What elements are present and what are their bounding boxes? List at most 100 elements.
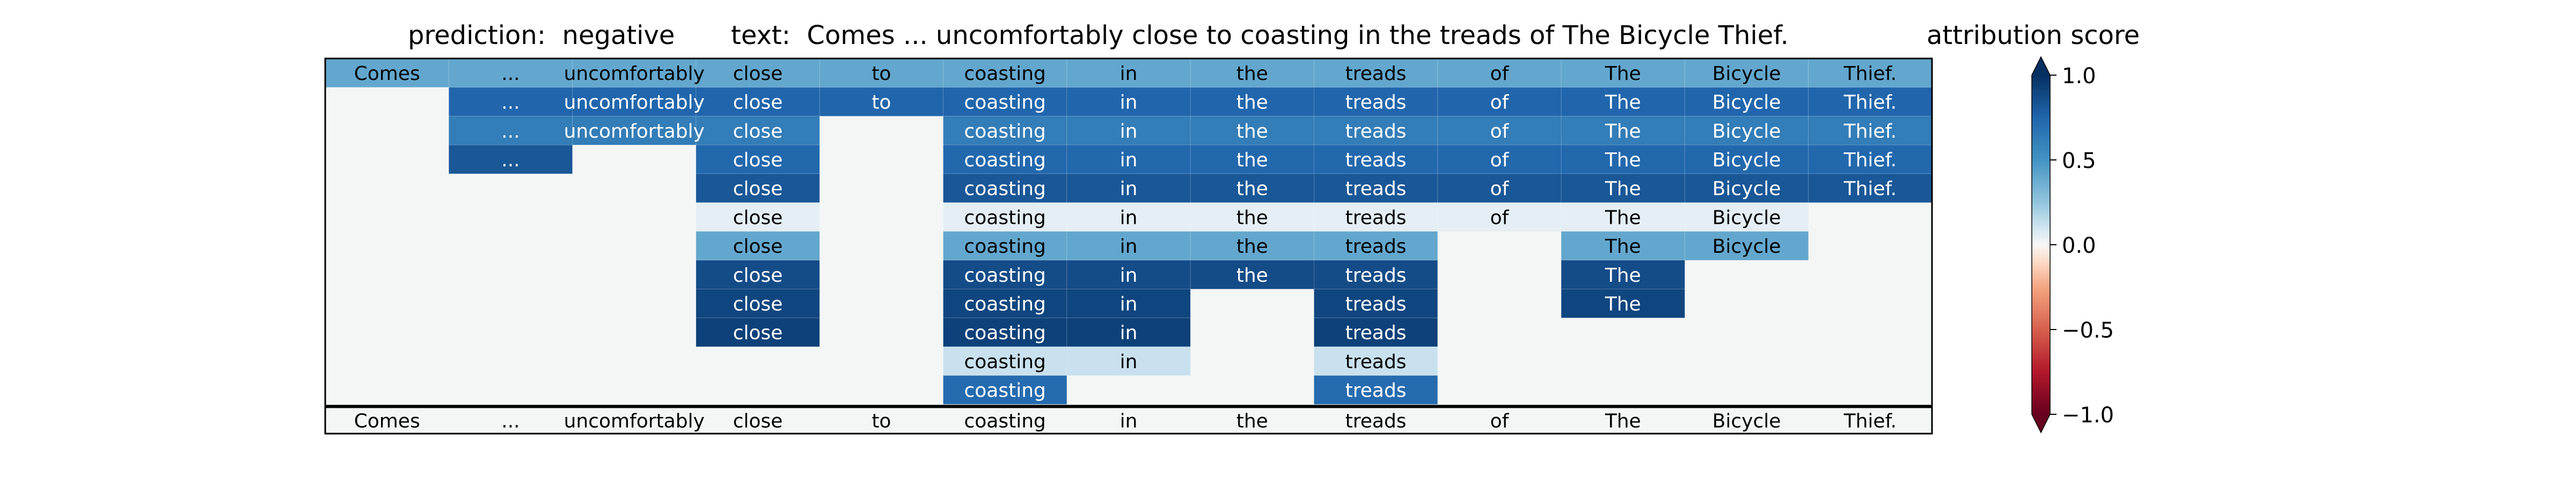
- colorbar-segment: [2032, 87, 2050, 89]
- colorbar-segment: [2032, 177, 2050, 179]
- colorbar-segment: [2032, 202, 2050, 204]
- heatmap-cell: [696, 202, 820, 232]
- colorbar-segment: [2032, 178, 2050, 181]
- cell-token-label: Comes: [354, 63, 420, 85]
- colorbar-segment: [2032, 239, 2050, 242]
- colorbar-segment: [2032, 212, 2050, 215]
- heatmap-cell: [1066, 289, 1191, 318]
- colorbar-segment: [2032, 82, 2050, 84]
- heatmap-cell: [572, 87, 697, 116]
- heatmap-cell: [1561, 289, 1685, 318]
- token-row-background: [325, 407, 1932, 434]
- colorbar-segment: [2032, 360, 2050, 362]
- colorbar-segment: [2032, 268, 2050, 270]
- cell-token-label: Thief.: [1843, 178, 1897, 200]
- heatmap-cell: [1561, 87, 1685, 116]
- heatmap-cell: [696, 58, 820, 88]
- colorbar-segment: [2032, 199, 2050, 201]
- cell-token-label: in: [1120, 236, 1138, 258]
- heatmap-cell: [1684, 202, 1809, 232]
- heatmap-cell: [1313, 173, 1438, 203]
- colorbar-segment: [2032, 349, 2050, 352]
- colorbar-segment: [2032, 83, 2050, 86]
- heatmap-cell: [943, 144, 1067, 174]
- colorbar-segment: [2032, 115, 2050, 118]
- heatmap-cell: [696, 317, 820, 347]
- colorbar-segment: [2032, 187, 2050, 189]
- cell-token-label: treads: [1345, 351, 1407, 373]
- colorbar-segment: [2032, 267, 2050, 269]
- cell-token-label: The: [1605, 293, 1641, 315]
- colorbar-segment: [2032, 287, 2050, 289]
- cell-token-label: The: [1605, 63, 1641, 85]
- cell-token-label: in: [1120, 120, 1138, 142]
- cell-token-label: treads: [1345, 265, 1407, 287]
- colorbar-segment: [2032, 275, 2050, 277]
- heatmap-cell: [1313, 231, 1438, 261]
- colorbar-segment: [2032, 385, 2050, 388]
- colorbar-segment: [2032, 402, 2050, 405]
- colorbar-segment: [2032, 326, 2050, 328]
- colorbar-segment: [2032, 399, 2050, 401]
- colorbar-segment: [2032, 352, 2050, 354]
- colorbar-segment: [2032, 412, 2050, 415]
- colorbar-segment: [2032, 304, 2050, 306]
- colorbar-segment: [2032, 257, 2050, 259]
- colorbar-segment: [2032, 163, 2050, 166]
- cell-token-label: coasting: [964, 92, 1045, 114]
- colorbar-segment: [2032, 343, 2050, 346]
- colorbar-segment: [2032, 277, 2050, 279]
- colorbar-segment: [2032, 151, 2050, 153]
- colorbar-segment: [2032, 77, 2050, 79]
- heatmap-cell: [943, 346, 1067, 376]
- prediction-label: prediction:: [408, 20, 546, 50]
- colorbar-segment: [2032, 333, 2050, 335]
- cell-token-label: Thief.: [1843, 120, 1897, 142]
- heatmap-cell: [696, 231, 820, 261]
- cell-token-label: ...: [501, 92, 519, 114]
- heatmap-cell: [1437, 58, 1562, 88]
- colorbar-segment: [2032, 209, 2050, 211]
- colorbar-segment: [2032, 384, 2050, 386]
- heatmap-cell: [696, 87, 820, 116]
- heatmap-cell: [1190, 260, 1314, 290]
- cell-token-label: in: [1120, 92, 1138, 114]
- heatmap-cell: [1561, 144, 1685, 174]
- token-row-label: Comes: [354, 411, 420, 433]
- colorbar-segment: [2032, 307, 2050, 310]
- colorbar-segment: [2032, 210, 2050, 213]
- cell-token-label: to: [872, 92, 891, 114]
- colorbar-segment: [2032, 387, 2050, 390]
- colorbar-segment: [2032, 314, 2050, 317]
- colorbar-segment: [2032, 168, 2050, 171]
- heatmap-cell: [1684, 87, 1809, 116]
- colorbar-segment: [2032, 173, 2050, 176]
- colorbar-segment: [2032, 285, 2050, 288]
- heatmap-cell: [1313, 115, 1438, 145]
- cell-token-label: Thief.: [1843, 149, 1897, 171]
- colorbar-segment: [2032, 321, 2050, 323]
- heatmap-cell: [1313, 58, 1438, 88]
- heatmap-cell: [696, 115, 820, 145]
- cell-token-label: in: [1120, 63, 1138, 85]
- colorbar-segment: [2032, 289, 2050, 291]
- cell-token-label: Bicycle: [1713, 178, 1781, 200]
- cell-token-label: in: [1120, 322, 1138, 344]
- colorbar-segment: [2032, 219, 2050, 222]
- heatmap-cell: [696, 289, 820, 318]
- colorbar-segment: [2032, 158, 2050, 160]
- colorbar-segment: [2032, 195, 2050, 198]
- colorbar-segment: [2032, 78, 2050, 81]
- colorbar-segment: [2032, 150, 2050, 152]
- colorbar-tick-label: −0.5: [2062, 318, 2114, 343]
- colorbar-segment: [2032, 129, 2050, 131]
- colorbar-tick-label: −1.0: [2062, 403, 2114, 428]
- colorbar-segment: [2032, 368, 2050, 371]
- colorbar-segment: [2032, 185, 2050, 188]
- cell-token-label: treads: [1345, 92, 1407, 114]
- cell-token-label: close: [733, 293, 783, 315]
- colorbar-segment: [2032, 261, 2050, 264]
- cell-token-label: close: [733, 265, 783, 287]
